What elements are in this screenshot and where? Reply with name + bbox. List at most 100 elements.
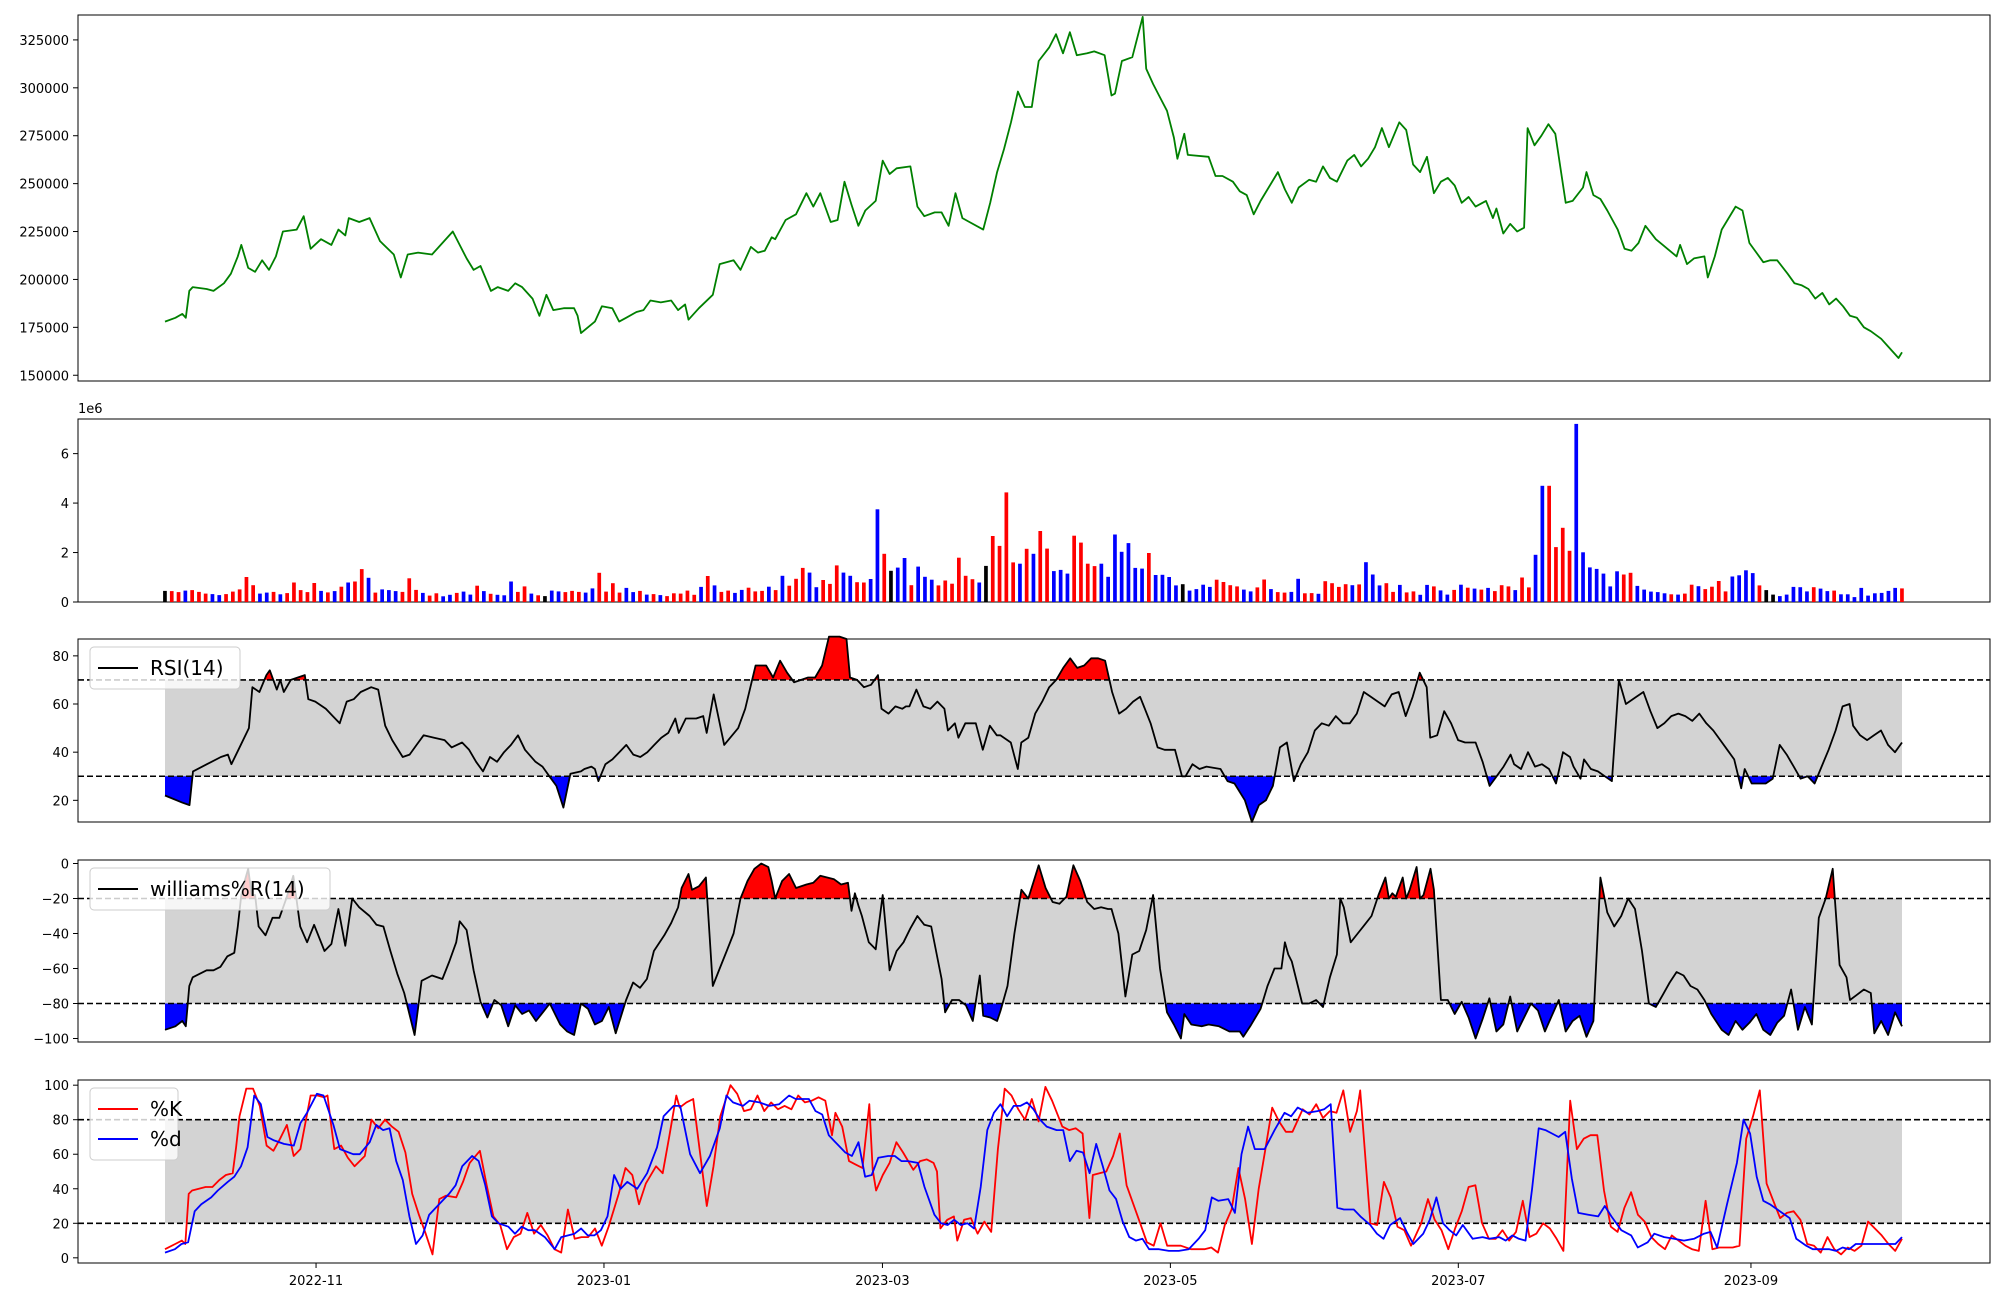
rsi-overbought-fill [264, 670, 274, 680]
volume-bar [231, 591, 235, 602]
volume-bar [502, 595, 507, 602]
stochastic-y-tick-label: 100 [44, 1079, 69, 1094]
volume-bar [1527, 587, 1531, 602]
volume-bar [590, 588, 595, 602]
volume-bar [672, 593, 676, 602]
volume-bar [1316, 593, 1321, 602]
volume-bar [929, 579, 934, 602]
volume-bar [1045, 548, 1049, 602]
volume-bar [509, 581, 513, 602]
volume-bar [1248, 591, 1253, 602]
volume-bar [1669, 594, 1674, 602]
volume-bar [705, 576, 710, 602]
williams-panel-frame [77, 859, 1991, 1043]
volume-bar [393, 591, 398, 602]
volume-bar [699, 586, 703, 602]
volume-bar [1554, 547, 1558, 602]
volume-bar [1696, 586, 1701, 602]
volume-bar [359, 569, 364, 602]
volume-bar [1791, 586, 1796, 602]
volume-y-tick-label: 0 [61, 596, 69, 611]
volume-bar [597, 572, 602, 602]
volume-bar [1764, 590, 1769, 602]
volume-bar [1208, 586, 1212, 602]
volume-bar [1425, 584, 1429, 602]
volume-bar [1635, 585, 1640, 602]
volume-bar [712, 585, 717, 602]
volume-y-tick-label: 2 [61, 547, 69, 562]
volume-bar [522, 586, 527, 602]
rsi-overbought-fill [801, 636, 857, 680]
volume-bar [957, 557, 961, 602]
williams-overbought-fill [1020, 865, 1051, 899]
volume-bar [1737, 575, 1741, 602]
volume-bar [454, 592, 459, 602]
volume-bar [482, 591, 486, 602]
volume-bar [1520, 577, 1524, 602]
volume-bar [638, 590, 642, 602]
stochastic-y-tick-label: 0 [61, 1252, 69, 1267]
volume-bar [1343, 584, 1348, 602]
volume-bar [468, 594, 473, 602]
volume-bar [224, 594, 228, 602]
volume-bar [577, 591, 581, 602]
williams-y-tick-label: −20 [42, 893, 69, 908]
volume-bar [604, 591, 608, 602]
volume-bar [1255, 587, 1260, 602]
williams-y-tick-label: −80 [42, 998, 69, 1013]
volume-bar [611, 583, 615, 602]
volume-bar [264, 592, 269, 602]
volume-bar [237, 589, 242, 602]
stochastic-panel-frame [77, 1079, 1991, 1264]
stochastic--d-line [164, 1092, 1903, 1254]
volume-bar [1533, 554, 1538, 602]
volume-bar [563, 592, 568, 602]
volume-bar [176, 592, 181, 602]
volume-bar [251, 585, 255, 602]
volume-bar [1201, 584, 1205, 602]
williams-oversold-fill [1165, 1003, 1263, 1039]
x-tick-label: 2023-07 [1431, 1274, 1485, 1289]
rsi-rsi-14--line [164, 635, 1903, 823]
price-y-tick-label: 250000 [19, 178, 69, 193]
volume-bar [1167, 577, 1171, 602]
volume-bar [1275, 592, 1280, 602]
volume-bar [1628, 572, 1633, 602]
volume-bar [1805, 591, 1809, 602]
williams-oversold-fill [1462, 1003, 1488, 1039]
volume-bar [773, 590, 778, 602]
x-tick-label: 2023-01 [577, 1274, 631, 1289]
volume-bar [1282, 592, 1287, 602]
volume-bar [828, 583, 832, 602]
volume-bar [1174, 585, 1178, 602]
volume-bar [665, 596, 669, 602]
volume-bar [644, 594, 649, 602]
volume-bar [1859, 587, 1864, 602]
volume-bar [380, 589, 384, 602]
volume-bar [841, 572, 846, 602]
volume-bar [319, 590, 323, 602]
volume-bar [787, 585, 792, 602]
volume-bar [916, 566, 920, 602]
volume-bar [1337, 586, 1341, 602]
volume-bar [1723, 591, 1728, 602]
volume-bar [1079, 542, 1083, 602]
volume-bar [807, 572, 812, 602]
volume-bar [1818, 588, 1823, 602]
volume-bar [1011, 562, 1015, 602]
volume-bar [1642, 589, 1646, 602]
volume-bar [1296, 578, 1300, 602]
volume-bar [882, 553, 887, 602]
volume-bar [1364, 562, 1368, 602]
rsi-y-tick-label: 20 [52, 794, 69, 809]
volume-bar [183, 590, 188, 602]
williams-oversold-fill [1559, 1003, 1595, 1037]
volume-bar [1147, 553, 1151, 602]
williams-oversold-fill [165, 1003, 188, 1030]
rsi-y-tick-label: 40 [52, 746, 69, 761]
volume-bar [862, 582, 866, 602]
volume-bar [1031, 553, 1036, 602]
volume-bar [346, 582, 350, 602]
volume-bar [1621, 574, 1626, 602]
